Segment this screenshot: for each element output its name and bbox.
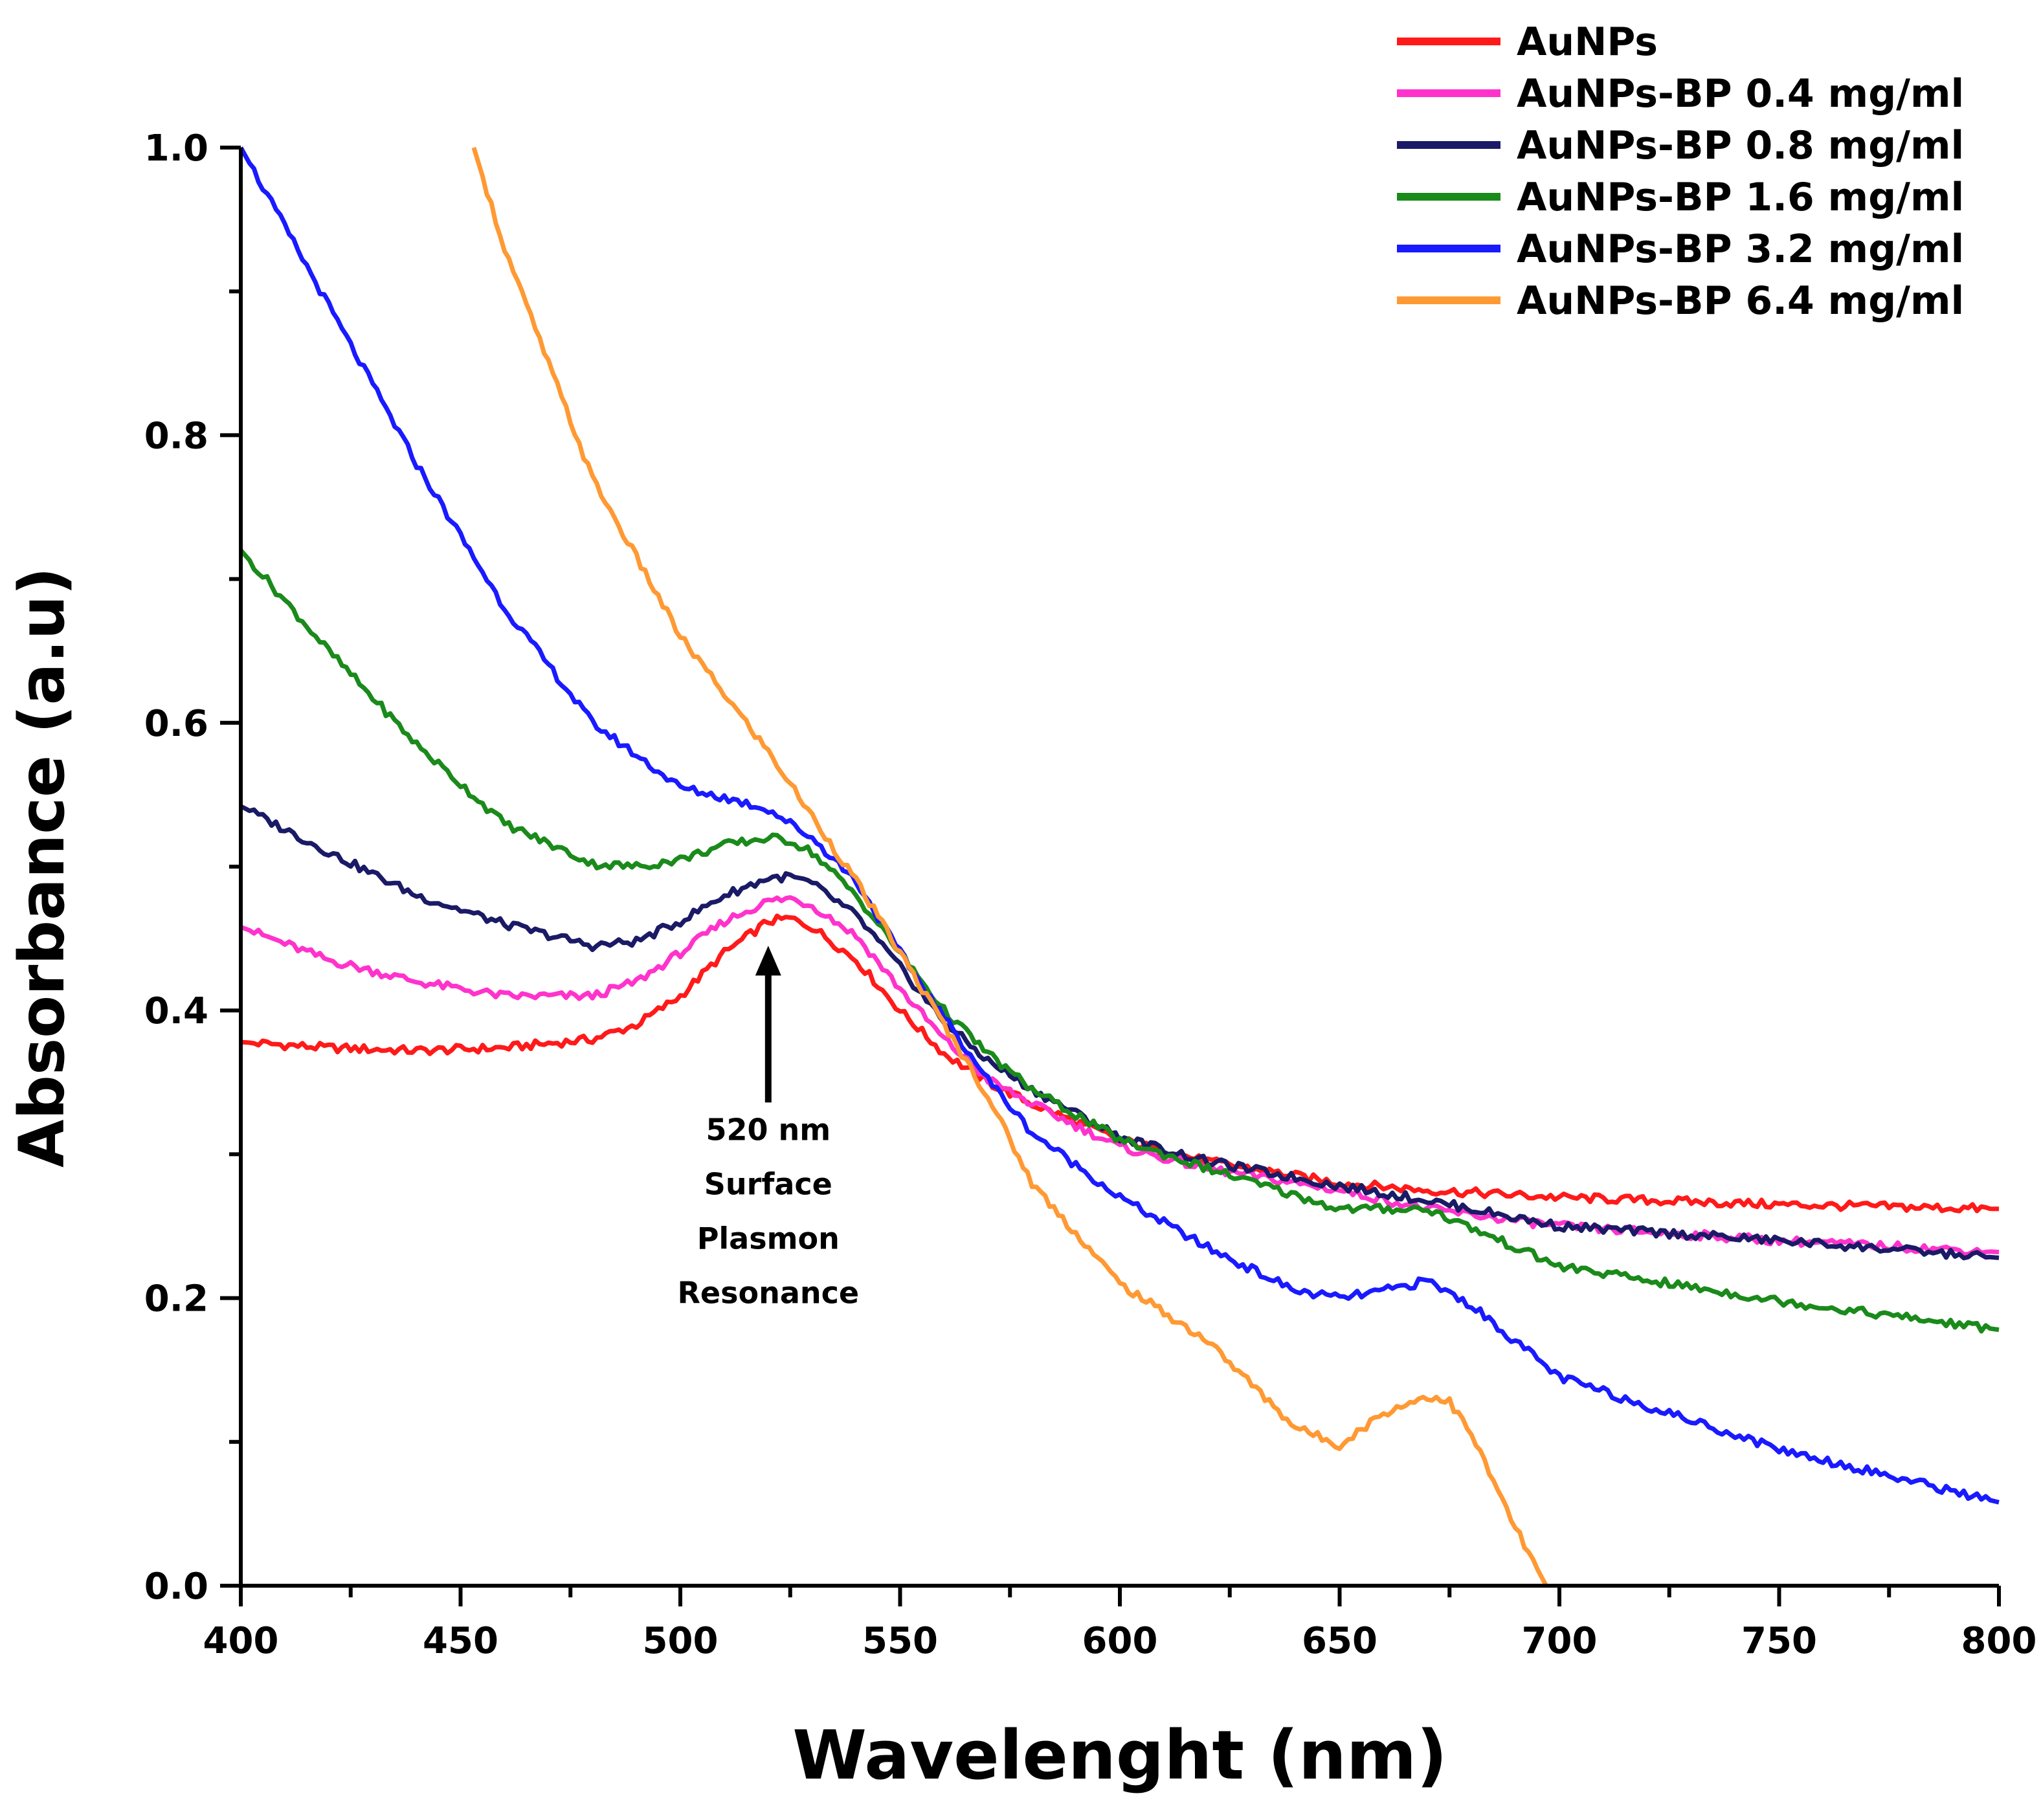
series-line-aunps-bp-6-4-mg-ml: [471, 146, 1548, 1587]
series-line-aunps-bp-0-8-mg-ml: [240, 804, 2000, 1261]
legend-label-aunps: AuNPs: [1517, 19, 1658, 65]
x-tick-label: 600: [1082, 1620, 1158, 1662]
x-tick-label: 800: [1961, 1620, 2037, 1662]
x-tick-label: 550: [862, 1620, 938, 1662]
annotation-line-3: Plasmon: [697, 1221, 840, 1256]
x-tick-label: 650: [1302, 1620, 1377, 1662]
y-axis-title: Absorbance (a.u): [6, 567, 78, 1168]
y-ticks: 0.0 0.2 0.4 0.6 0.8 1.0: [144, 128, 241, 1608]
legend-label-aunps-bp-3-2-mg-ml: AuNPs-BP 3.2 mg/ml: [1517, 227, 1964, 272]
legend-label-aunps-bp-6-4-mg-ml: AuNPs-BP 6.4 mg/ml: [1517, 278, 1964, 324]
series-line-aunps: [240, 913, 2000, 1214]
annotation-line-2: Surface: [704, 1166, 832, 1201]
y-tick-label: 0.4: [144, 990, 208, 1032]
legend-label-aunps-bp-0-4-mg-ml: AuNPs-BP 0.4 mg/ml: [1517, 71, 1964, 117]
y-tick-label: 0.2: [144, 1278, 208, 1320]
y-tick-label: 0.6: [144, 703, 208, 745]
series-lines: [238, 146, 2000, 1587]
x-ticks: 400 450 500 550 600 650 700 750 800: [203, 1586, 2037, 1662]
legend-label-aunps-bp-1-6-mg-ml: AuNPs-BP 1.6 mg/ml: [1517, 175, 1964, 220]
legend-label-aunps-bp-0-8-mg-ml: AuNPs-BP 0.8 mg/ml: [1517, 123, 1964, 168]
legend: AuNPs AuNPs-BP 0.4 mg/ml AuNPs-BP 0.8 mg/m…: [1397, 19, 1964, 324]
y-tick-label: 0.0: [144, 1566, 208, 1608]
annotation-arrow-head: [755, 946, 781, 976]
annotation-line-4: Resonance: [677, 1275, 859, 1310]
annotation-line-1: 520 nm: [706, 1112, 831, 1147]
x-tick-label: 750: [1741, 1620, 1817, 1662]
axes: [239, 148, 1999, 1588]
x-tick-label: 450: [423, 1620, 498, 1662]
y-tick-label: 1.0: [144, 128, 208, 170]
series-line-aunps-bp-0-4-mg-ml: [240, 895, 2000, 1257]
x-axis-title: Wavelenght (nm): [792, 1716, 1447, 1795]
x-tick-label: 500: [643, 1620, 719, 1662]
spr-annotation: 520 nm Surface Plasmon Resonance: [677, 946, 859, 1310]
y-tick-label: 0.8: [144, 415, 208, 457]
x-tick-label: 700: [1522, 1620, 1598, 1662]
series-line-aunps-bp-3-2-mg-ml: [238, 146, 2000, 1505]
x-tick-label: 400: [203, 1620, 279, 1662]
series-line-aunps-bp-1-6-mg-ml: [239, 548, 2000, 1334]
